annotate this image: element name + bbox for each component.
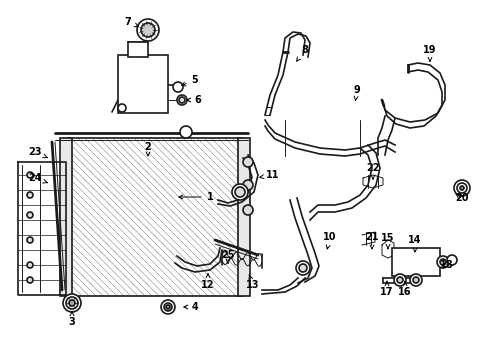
Circle shape [141, 23, 155, 37]
Text: 22: 22 [366, 163, 379, 179]
Bar [128, 42, 148, 57]
Text: 21: 21 [365, 232, 378, 249]
Text: 9: 9 [353, 85, 360, 101]
Text: 2: 2 [144, 142, 151, 156]
Text: 10: 10 [323, 232, 336, 249]
Circle shape [231, 184, 247, 200]
Circle shape [436, 256, 448, 268]
Circle shape [396, 277, 402, 283]
Circle shape [459, 186, 463, 190]
Circle shape [243, 157, 252, 167]
Bar [60, 138, 72, 296]
Circle shape [243, 180, 252, 190]
Bar [391, 248, 439, 276]
Text: 13: 13 [246, 275, 259, 290]
Circle shape [163, 303, 172, 311]
Circle shape [161, 300, 175, 314]
Circle shape [27, 262, 33, 268]
Text: 5: 5 [181, 75, 198, 86]
Circle shape [453, 180, 469, 196]
Circle shape [27, 172, 33, 178]
Text: 7: 7 [124, 17, 138, 27]
Circle shape [412, 277, 418, 283]
Text: 24: 24 [28, 173, 47, 183]
Text: 14: 14 [407, 235, 421, 252]
Circle shape [179, 97, 184, 103]
Text: 11: 11 [259, 170, 279, 180]
Circle shape [66, 297, 78, 309]
Text: 18: 18 [439, 260, 453, 270]
Circle shape [137, 19, 159, 41]
Circle shape [173, 82, 183, 92]
Circle shape [27, 212, 33, 218]
Text: 3: 3 [68, 311, 75, 327]
Circle shape [27, 192, 33, 198]
Bar [118, 55, 168, 113]
Circle shape [446, 255, 456, 265]
Circle shape [118, 104, 126, 112]
Circle shape [456, 183, 466, 193]
Text: 16: 16 [397, 282, 411, 297]
Text: 20: 20 [454, 193, 468, 203]
Circle shape [295, 261, 309, 275]
Circle shape [298, 264, 306, 272]
Circle shape [235, 187, 244, 197]
Text: 23: 23 [28, 147, 47, 158]
Text: 19: 19 [423, 45, 436, 61]
Circle shape [393, 274, 405, 286]
Text: 17: 17 [380, 282, 393, 297]
Bar [238, 138, 249, 296]
Text: 12: 12 [201, 274, 214, 290]
Text: 8: 8 [296, 45, 308, 61]
Text: 25: 25 [221, 250, 234, 263]
Circle shape [165, 305, 170, 309]
Bar [68, 138, 242, 296]
Text: 15: 15 [381, 233, 394, 249]
Text: 6: 6 [186, 95, 201, 105]
Circle shape [63, 294, 81, 312]
Circle shape [409, 274, 421, 286]
Text: 1: 1 [179, 192, 213, 202]
Circle shape [439, 259, 445, 265]
Circle shape [180, 126, 192, 138]
Circle shape [243, 205, 252, 215]
Circle shape [27, 277, 33, 283]
Circle shape [177, 95, 186, 105]
Circle shape [69, 300, 75, 306]
Circle shape [27, 237, 33, 243]
Text: 4: 4 [183, 302, 198, 312]
